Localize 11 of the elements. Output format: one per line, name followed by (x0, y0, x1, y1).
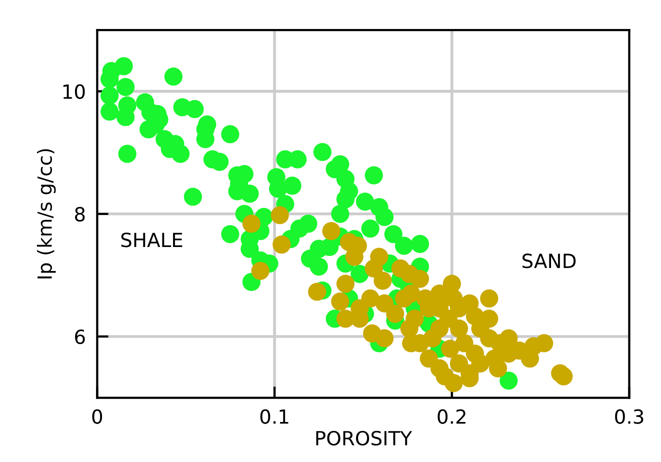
y-axis-title: Ip (km/s g/cc) (36, 149, 56, 278)
x-tick-label: 0 (92, 409, 102, 424)
y-tick-label: 10 (63, 84, 85, 99)
annotation: SHALE (121, 232, 182, 248)
x-axis-title: POROSITY (316, 430, 412, 446)
x-tick-label: 0.2 (438, 409, 466, 424)
annotation: SAND (522, 254, 576, 268)
x-tick-label: 0.3 (615, 409, 644, 424)
x-tick-label: 0.1 (260, 409, 288, 424)
y-tick-label: 6 (75, 329, 85, 344)
y-tick-label: 8 (75, 206, 85, 222)
